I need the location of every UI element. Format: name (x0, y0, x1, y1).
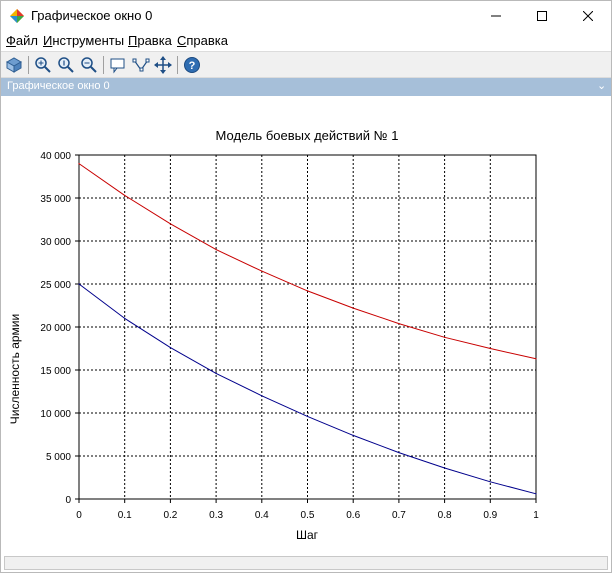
rotate-icon (5, 57, 23, 73)
edit-curve-icon (132, 58, 150, 72)
data-point (535, 493, 537, 495)
data-point (352, 307, 354, 309)
menu-edit-accel: П (128, 33, 138, 48)
toolbar-separator (103, 56, 104, 74)
zoom-out-button[interactable] (79, 55, 99, 75)
data-point (261, 395, 263, 397)
minimize-icon (491, 15, 501, 17)
figure-header: Графическое окно 0 ⌄ (1, 78, 611, 96)
menu-help-label: правка (186, 33, 228, 48)
data-point (215, 249, 217, 251)
zoom-in-icon (35, 57, 51, 73)
data-point (398, 451, 400, 454)
close-icon (583, 11, 593, 21)
menu-file-label: айл (15, 33, 38, 48)
menu-edit[interactable]: Правка (128, 33, 172, 48)
menu-file-accel: Ф (6, 33, 16, 48)
chart-title: Модель боевых действий № 1 (215, 128, 399, 143)
data-point (489, 481, 491, 483)
zoom-in-button[interactable] (33, 55, 53, 75)
data-point (444, 467, 446, 469)
x-tick-label: 0.4 (255, 510, 269, 521)
pan-button[interactable] (153, 55, 173, 75)
toolbar-separator (177, 56, 178, 74)
x-axis-label: Шаг (295, 528, 319, 542)
help-button[interactable]: ? (182, 55, 202, 75)
window-title: Графическое окно 0 (31, 8, 153, 23)
x-tick-label: 0.7 (392, 510, 406, 521)
x-tick-label: 0.8 (438, 510, 452, 521)
data-point (124, 194, 126, 197)
toolbar-separator (28, 56, 29, 74)
rotate-button[interactable] (4, 55, 24, 75)
y-tick-label: 30 000 (40, 237, 71, 248)
help-icon: ? (184, 57, 200, 73)
datatip-icon (110, 58, 125, 74)
data-point (78, 163, 80, 165)
zoom-out-icon (81, 57, 97, 73)
x-tick-label: 0.5 (301, 510, 315, 521)
maximize-icon (537, 11, 547, 21)
x-tick-label: 0 (76, 510, 82, 521)
data-point (169, 223, 171, 225)
zoom-original-button[interactable] (56, 55, 76, 75)
header-menu-button[interactable]: ⌄ (597, 80, 607, 92)
y-tick-label: 10 000 (40, 409, 71, 420)
data-point (261, 270, 263, 272)
data-point (306, 415, 309, 418)
y-tick-label: 40 000 (40, 151, 71, 162)
status-bar (4, 556, 608, 570)
plot-area[interactable]: Модель боевых действий № 1 Численность а… (1, 96, 611, 556)
data-point (489, 347, 491, 350)
x-tick-label: 0.9 (483, 510, 497, 521)
edit-curve-button[interactable] (131, 55, 151, 75)
menu-bar: Файл Инструменты Правка Справка (1, 31, 611, 51)
data-point (78, 283, 80, 285)
title-bar[interactable]: Графическое окно 0 (1, 1, 611, 31)
menu-tools-accel: И (43, 33, 53, 48)
pan-icon (154, 56, 172, 74)
data-point (352, 434, 354, 436)
scilab-icon (9, 8, 25, 24)
data-point (306, 290, 309, 292)
x-tick-label: 0.2 (163, 510, 177, 521)
menu-edit-label: равка (137, 33, 172, 48)
y-tick-label: 0 (65, 495, 71, 506)
menu-tools[interactable]: Инструменты (43, 33, 124, 48)
data-point (169, 347, 171, 349)
svg-text:?: ? (189, 60, 196, 72)
minimize-button[interactable] (473, 1, 519, 31)
data-point (124, 317, 126, 319)
menu-file[interactable]: Файл (6, 33, 38, 48)
menu-tools-label: нструменты (52, 33, 125, 48)
x-tick-label: 0.3 (209, 510, 223, 521)
y-tick-label: 35 000 (40, 194, 71, 205)
y-tick-label: 25 000 (40, 280, 71, 291)
y-tick-label: 5 000 (46, 452, 71, 463)
figure-header-title: Графическое окно 0 (7, 80, 110, 92)
data-point (444, 336, 446, 338)
data-point (215, 372, 217, 375)
toolbar: ? (1, 51, 611, 78)
menu-help[interactable]: Справка (177, 33, 228, 48)
datatip-button[interactable] (108, 55, 128, 75)
maximize-button[interactable] (519, 1, 565, 31)
x-tick-label: 0.6 (346, 510, 360, 521)
zoom-original-icon (58, 57, 74, 73)
close-button[interactable] (565, 1, 611, 31)
y-tick-label: 20 000 (40, 323, 71, 334)
data-point (398, 322, 400, 325)
data-point (535, 358, 537, 360)
x-tick-label: 1 (533, 510, 539, 521)
x-tick-label: 0.1 (118, 510, 132, 521)
menu-help-accel: С (177, 33, 187, 48)
y-tick-label: 15 000 (40, 366, 71, 377)
